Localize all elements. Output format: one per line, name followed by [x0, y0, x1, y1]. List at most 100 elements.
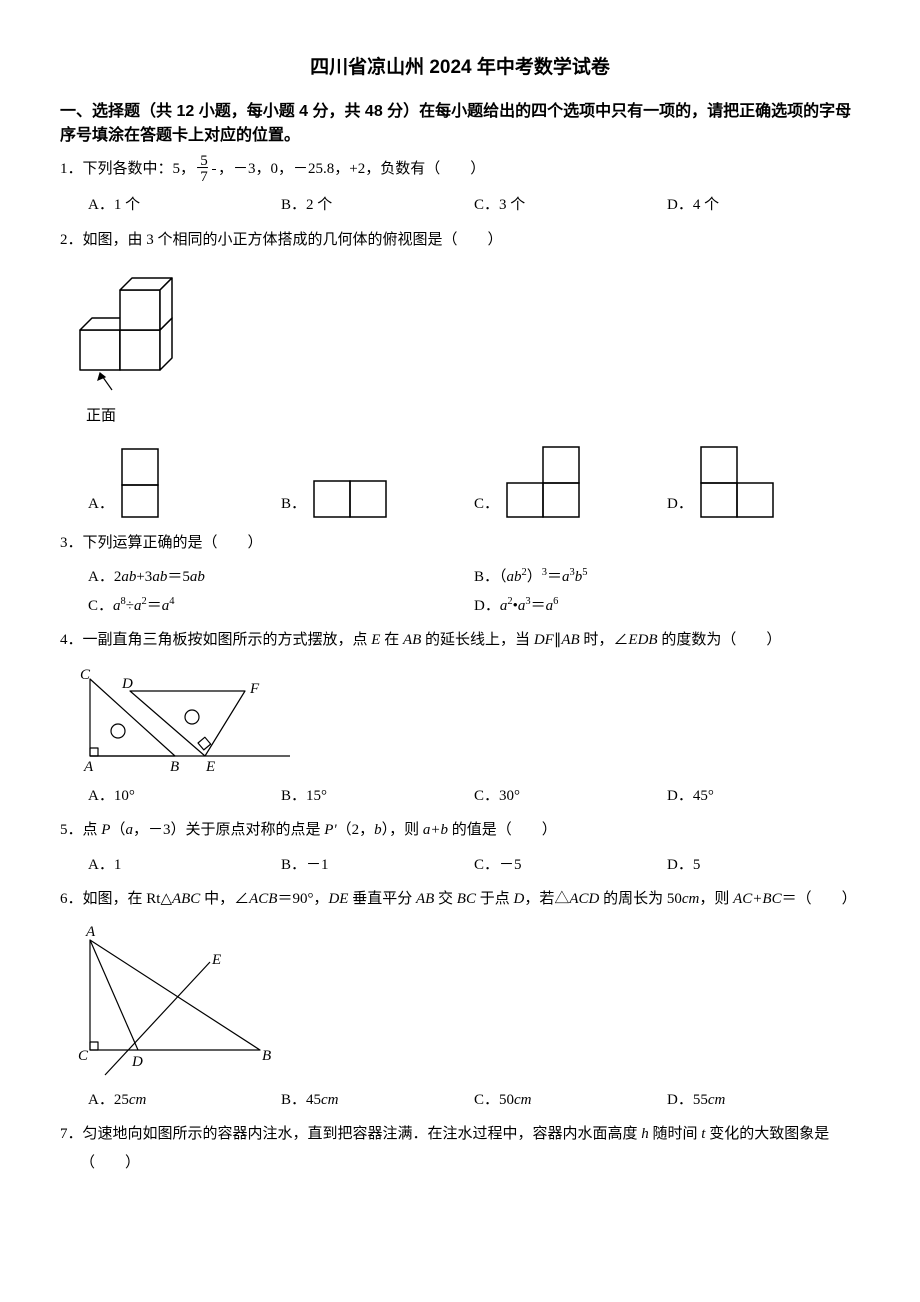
q1-opt-b: B．2 个 [281, 191, 474, 220]
q5-stem-b: （ [110, 822, 125, 838]
q1-opt-c: C．3 个 [474, 191, 667, 220]
q6-stem-a: 如图，在 Rt△ [83, 891, 172, 907]
q4-DF: DF [534, 632, 554, 648]
q4-opt-c: C．30° [474, 782, 667, 811]
q4-stem-b: 在 [380, 632, 403, 648]
q5-stem-c: ，－3）关于原点对称的点是 [133, 822, 324, 838]
q1-frac-den: 7 [212, 170, 216, 185]
q5-opt-d: D．5 [667, 851, 860, 880]
q6-ACBC: AC+BC [733, 891, 781, 907]
q6-stem-b: 中，∠ [200, 891, 249, 907]
q4-AB: AB [403, 632, 421, 648]
q2-opt-d: D． [667, 445, 860, 519]
q6-opt-a: A．25cm [88, 1086, 281, 1115]
q5-opt-a: A．1 [88, 851, 281, 880]
q4-lbl-C: C [80, 667, 91, 683]
q5-b: b [374, 822, 382, 838]
q3c-1: C． [88, 598, 113, 614]
q1-number: 1． [60, 161, 83, 177]
q6-stem-j: ＝（ ） [782, 891, 857, 907]
q6-ABC: ABC [172, 891, 200, 907]
q6-stem-i: ，则 [699, 891, 733, 907]
section-header: 一、选择题（共 12 小题，每小题 4 分，共 48 分）在每小题给出的四个选项… [60, 100, 860, 148]
question-2: 2．如图，由 3 个相同的小正方体搭成的几何体的俯视图是（ ） [60, 226, 860, 255]
q2-opt-b-icon [312, 479, 390, 519]
q4-lbl-E: E [205, 759, 215, 775]
q5-ab: a+b [423, 822, 448, 838]
q1-opt-d: D．4 个 [667, 191, 860, 220]
q6-stem-d: 垂直平分 [348, 891, 416, 907]
q6d-cm: cm [708, 1092, 726, 1108]
question-7: 7．匀速地向如图所示的容器内注水，直到把容器注满．在注水过程中，容器内水面高度 … [60, 1120, 860, 1177]
q3a-1: A．2 [88, 569, 121, 585]
q2-front-label: 正面 [60, 402, 860, 431]
q5-opt-b: B．－1 [281, 851, 474, 880]
q6-cm: cm [682, 891, 700, 907]
q2-opt-b: B． [281, 479, 474, 519]
q4-AB2: AB [561, 632, 579, 648]
q3c-2: ＝ [147, 598, 162, 614]
q5-number: 5． [60, 822, 83, 838]
q6c-pre: C．50 [474, 1092, 514, 1108]
q6-opt-b: B．45cm [281, 1086, 474, 1115]
q4-lbl-A: A [83, 759, 94, 775]
q2-options: A． B． C． D． [60, 445, 860, 519]
q6-stem-c: ＝90°， [277, 891, 328, 907]
q6b-cm: cm [321, 1092, 339, 1108]
q4-figure: A B C D E F [70, 661, 300, 776]
q1-opt-a: A．1 个 [88, 191, 281, 220]
q1-frac-num: 5 [212, 154, 216, 170]
q7-stem-a: 匀速地向如图所示的容器内注水，直到把容器注满．在注水过程中，容器内水面高度 [83, 1126, 642, 1142]
q2-opt-d-label: D． [667, 490, 693, 519]
q6-stem-h: 的周长为 50 [599, 891, 682, 907]
q2-opt-b-label: B． [281, 490, 306, 519]
question-1: 1．下列各数中：5，－57，－3，0，－25.8，+2，负数有（ ） [60, 154, 860, 185]
q3b-2: ） [527, 569, 542, 585]
q2-opt-c-label: C． [474, 490, 499, 519]
q3b-3: ＝ [547, 569, 562, 585]
q6-lbl-B: B [262, 1048, 271, 1064]
q6-lbl-C: C [78, 1048, 89, 1064]
q1-stem-a: 下列各数中：5， [83, 161, 196, 177]
q7-number: 7． [60, 1126, 83, 1142]
q3-opt-b: B．（ab2）3＝a3b5 [474, 563, 860, 592]
q3d-1: D． [474, 598, 500, 614]
q1-fraction: 57 [212, 154, 216, 185]
q2-opt-c-icon [505, 445, 583, 519]
q3-opt-d: D．a2•a3＝a6 [474, 592, 860, 621]
q6-BC: BC [457, 891, 476, 907]
q2-stem: 如图，由 3 个相同的小正方体搭成的几何体的俯视图是（ ） [83, 232, 503, 248]
q5-stem-e: ），则 [382, 822, 423, 838]
q6-ACD: ACD [569, 891, 599, 907]
q4-opt-d: D．45° [667, 782, 860, 811]
q3-opt-c: C．a8÷a2＝a4 [88, 592, 474, 621]
q5-stem-d: （2， [337, 822, 375, 838]
q7-stem-b: 随时间 [649, 1126, 702, 1142]
q5-stem-f: 的值是（ ） [448, 822, 557, 838]
q6-stem-f: 于点 [476, 891, 514, 907]
q6-opt-c: C．50cm [474, 1086, 667, 1115]
q6-lbl-A: A [85, 924, 96, 940]
page-title: 四川省凉山州 2024 年中考数学试卷 [60, 50, 860, 86]
q3-stem: 下列运算正确的是（ ） [83, 535, 263, 551]
q5-Pp: P' [324, 822, 336, 838]
q5-stem-a: 点 [83, 822, 102, 838]
q6c-cm: cm [514, 1092, 532, 1108]
question-4: 4．一副直角三角板按如图所示的方式摆放，点 E 在 AB 的延长线上，当 DF∥… [60, 626, 860, 655]
q3-opt-a: A．2ab+3ab＝5ab [88, 563, 474, 592]
q1-stem-b: ，－3，0，－25.8，+2，负数有（ ） [218, 161, 485, 177]
q4-lbl-B: B [170, 759, 179, 775]
q3-number: 3． [60, 535, 83, 551]
q6-D: D [513, 891, 524, 907]
q3d-3: ＝ [531, 598, 546, 614]
q3a-2: +3 [136, 569, 152, 585]
q7-h: h [641, 1126, 649, 1142]
q4-lbl-F: F [249, 681, 260, 697]
question-6: 6．如图，在 Rt△ABC 中，∠ACB＝90°，DE 垂直平分 AB 交 BC… [60, 885, 860, 914]
q3-options: A．2ab+3ab＝5ab B．（ab2）3＝a3b5 C．a8÷a2＝a4 D… [60, 563, 860, 620]
q6a-pre: A．25 [88, 1092, 129, 1108]
q2-opt-d-icon [699, 445, 777, 519]
q6-stem-e: 交 [434, 891, 457, 907]
q4-number: 4． [60, 632, 83, 648]
q4-opt-b: B．15° [281, 782, 474, 811]
